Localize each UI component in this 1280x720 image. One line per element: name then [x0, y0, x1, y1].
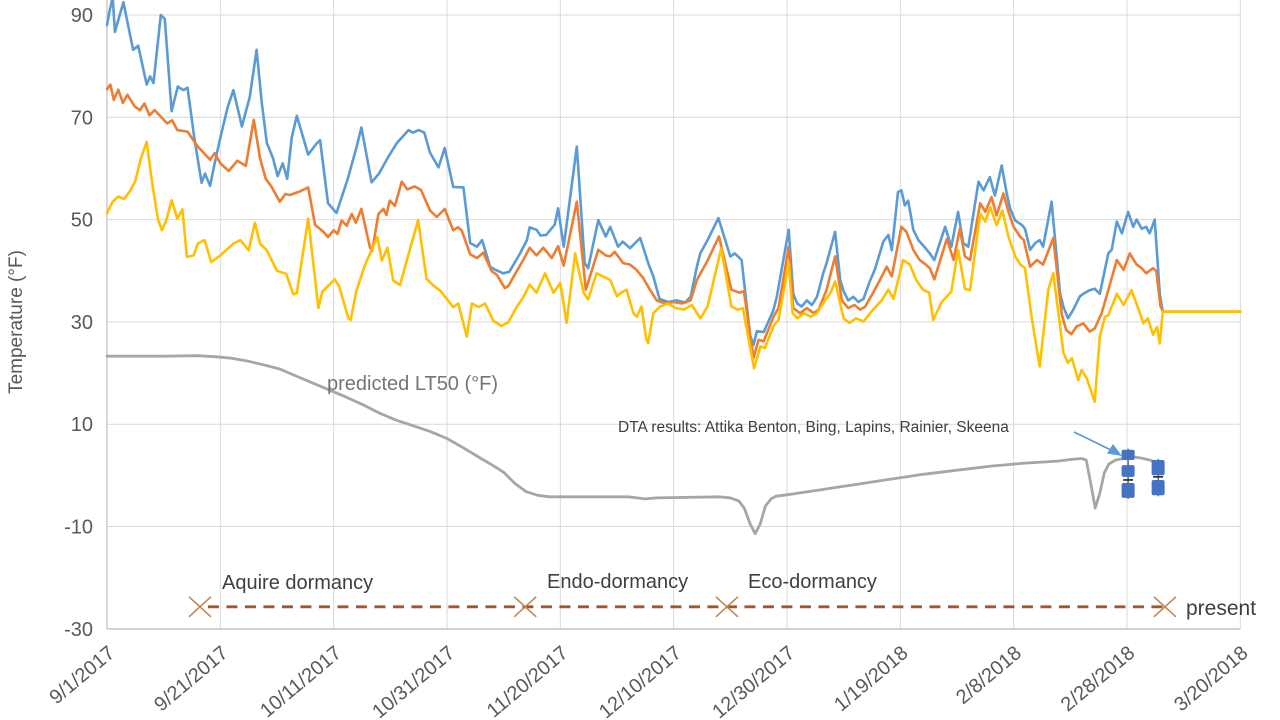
- series-line: [105, 354, 1162, 536]
- y-tick-label: 50: [71, 210, 93, 232]
- phase-x-marker: [1153, 596, 1177, 618]
- phase-x-marker: [513, 596, 537, 618]
- gridlines: [106, 0, 1241, 630]
- y-axis-title: Temperature (°F): [6, 250, 27, 394]
- x-tick-label: 12/10/2017: [595, 642, 686, 720]
- dta-square-marker: [1151, 460, 1165, 476]
- dta-square-marker: [1121, 449, 1135, 460]
- x-tick-label: 9/21/2017: [150, 642, 232, 716]
- phase-label-endo: Endo-dormancy: [547, 571, 688, 593]
- phase-x-marker: [188, 596, 212, 618]
- x-tick-label: 10/31/2017: [368, 642, 459, 720]
- lt50-line-label: predicted LT50 (°F): [327, 373, 498, 395]
- x-tick-label: 2/28/2018: [1057, 642, 1139, 716]
- series-line: [105, 83, 1242, 360]
- phase-x-marker: [715, 596, 739, 618]
- x-tick-label: 11/20/2017: [483, 642, 573, 720]
- dta-marker-squares: [1121, 448, 1165, 499]
- y-tick-label: 30: [71, 312, 93, 334]
- dta-arrow-head-icon: [1107, 444, 1122, 456]
- y-tick-label: 10: [71, 414, 93, 436]
- series-line: [105, 140, 1242, 404]
- dta-results-label: DTA results: Attika Benton, Bing, Lapins…: [618, 419, 1009, 436]
- dta-square-marker: [1121, 465, 1135, 477]
- x-tick-label: 1/19/2018: [830, 642, 912, 716]
- y-tick-label: 90: [71, 5, 93, 27]
- present-label: present: [1186, 597, 1256, 620]
- y-tick-label: -30: [64, 619, 93, 641]
- x-tick-label: 9/1/2017: [45, 642, 119, 709]
- series-lines: [105, 0, 1242, 536]
- phase-label-acquire: Aquire dormancy: [222, 572, 373, 594]
- dta-square-marker: [1121, 483, 1135, 498]
- dta-square-marker: [1151, 479, 1165, 496]
- x-tick-label: 3/20/2018: [1170, 642, 1252, 716]
- x-tick-label: 12/30/2017: [708, 642, 799, 720]
- dormancy-timeline: [188, 596, 1177, 618]
- x-tick-label: 10/11/2017: [256, 642, 346, 720]
- x-tick-label: 2/8/2018: [952, 642, 1026, 709]
- phase-label-eco: Eco-dormancy: [748, 571, 877, 593]
- dta-arrow-line: [1073, 431, 1114, 452]
- y-tick-label: 70: [71, 107, 93, 129]
- axis-lines: [106, 0, 1241, 630]
- y-tick-label: -10: [64, 517, 93, 539]
